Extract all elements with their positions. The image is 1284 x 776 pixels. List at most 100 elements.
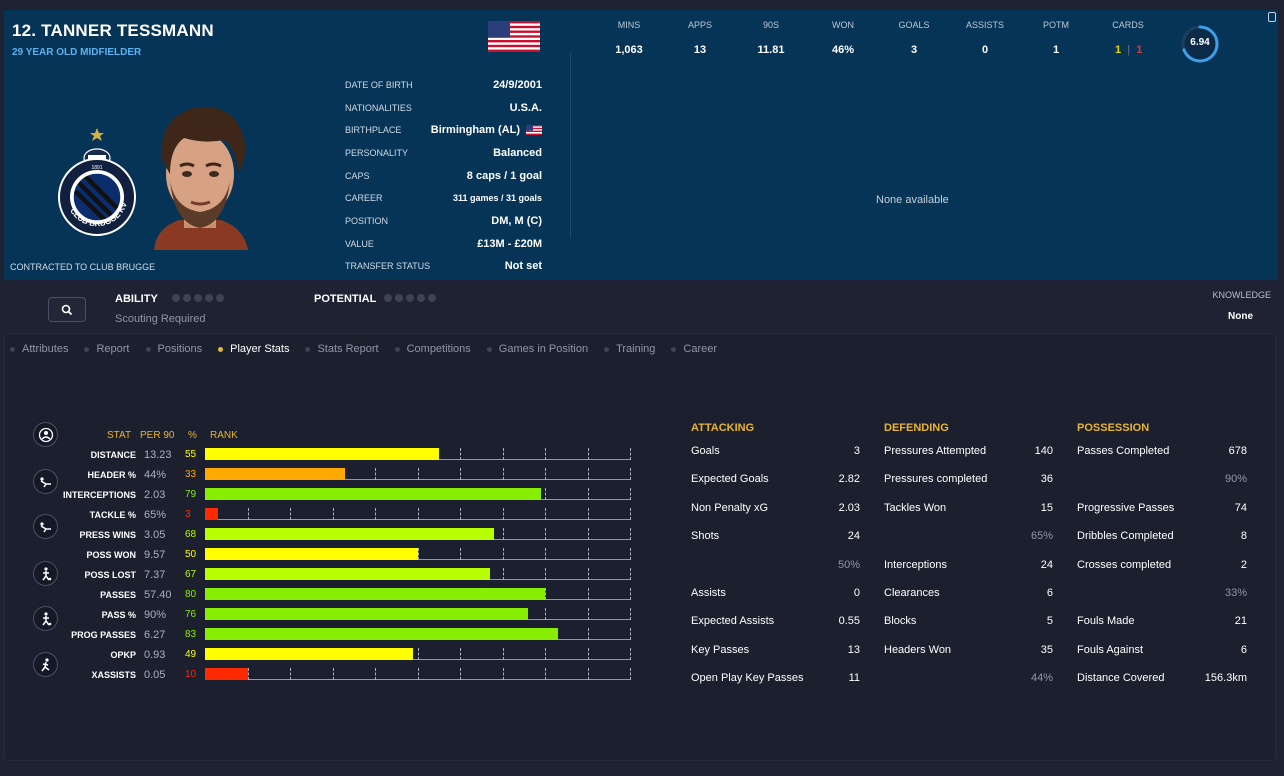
stat-row[interactable]: PASS % 90% 76: [60, 606, 635, 626]
info-label: NATIONALITIES: [345, 103, 412, 113]
passing-icon[interactable]: [33, 606, 58, 631]
rank-tick: [630, 528, 631, 540]
usa-flag-small-icon: [526, 125, 542, 135]
info-value: £13M - £20M: [477, 238, 542, 250]
defending-row: Blocks 5: [884, 613, 1053, 631]
defending-header-icon[interactable]: [33, 469, 58, 494]
info-label: DATE OF BIRTH: [345, 80, 413, 90]
stat-percentile: 79: [185, 489, 197, 500]
rank-tick: [630, 448, 631, 460]
player-name: 12. TANNER TESSMANN: [12, 21, 214, 40]
divider: [570, 53, 571, 238]
tab-stats-report[interactable]: Stats Report: [305, 343, 379, 355]
tab-label: Attributes: [22, 343, 69, 355]
rank-tick: [630, 568, 631, 580]
info-row-birthplace: BIRTHPLACE Birmingham (AL): [345, 119, 542, 141]
rank-bar: [205, 608, 528, 620]
tab-competitions[interactable]: Competitions: [394, 343, 471, 355]
category-stat-label: Crosses completed: [1077, 559, 1172, 571]
tackle-icon[interactable]: [33, 514, 58, 539]
tab-dot-icon: [394, 346, 400, 352]
category-stat-value: 0.55: [838, 615, 860, 627]
defending-row: Pressures Attempted 140: [884, 443, 1053, 461]
category-stat-label: Fouls Against: [1077, 644, 1144, 656]
stat-row[interactable]: DISTANCE 13.23 55: [60, 446, 635, 466]
tab-career[interactable]: Career: [671, 343, 717, 355]
possession-icon[interactable]: [33, 561, 58, 586]
clipboard-icon[interactable]: [1268, 12, 1276, 22]
tab-positions[interactable]: Positions: [145, 343, 202, 355]
stat-percentile: 55: [185, 449, 197, 460]
rank-tick: [630, 648, 631, 660]
info-label: BIRTHPLACE: [345, 125, 402, 135]
possession-row: Fouls Made 21: [1077, 613, 1247, 631]
rank-tick: [502, 648, 504, 660]
rank-tick: [630, 608, 631, 620]
category-stat-value: 8: [1240, 530, 1247, 542]
rank-bar: [205, 508, 218, 520]
rank-tick: [630, 588, 631, 600]
rank-bar: [205, 648, 414, 660]
stat-per90: 6.27: [144, 629, 166, 641]
stat-row[interactable]: INTERCEPTIONS 2.03 79: [60, 486, 635, 506]
stat-row[interactable]: TACKLE % 65% 3: [60, 506, 635, 526]
stat-percentile: 33: [185, 469, 197, 480]
player-subtitle: 29 YEAR OLD MIDFIELDER: [12, 47, 142, 58]
stat-row[interactable]: HEADER % 44% 33: [60, 466, 635, 486]
rank-tick: [460, 548, 461, 560]
stat-per90: 65%: [144, 509, 167, 521]
attacking-row: Expected Goals 2.82: [691, 471, 860, 489]
stat-row[interactable]: PRESS WINS 3.05 68: [60, 526, 635, 546]
info-row-position: POSITION DM, M (C): [345, 210, 542, 232]
rank-tick: [545, 488, 546, 500]
header-rank: RANK: [210, 430, 238, 441]
position-filter-icon[interactable]: [33, 422, 58, 447]
rank-tick: [502, 468, 504, 480]
stat-row[interactable]: XASSISTS 0.05 10: [60, 666, 635, 686]
info-label: CAREER: [345, 193, 383, 203]
header-stat: STAT: [107, 430, 132, 441]
possession-row: Fouls Against 6: [1077, 642, 1247, 660]
stat-row[interactable]: PROG PASSES 6.27 83: [60, 626, 635, 646]
tab-games-in-position[interactable]: Games in Position: [486, 343, 588, 355]
category-stat-label: Expected Goals: [691, 473, 769, 485]
tab-label: Career: [683, 343, 718, 355]
category-stat-label: Key Passes: [691, 644, 750, 656]
ability-label: ABILITY: [115, 293, 158, 305]
tab-player-stats[interactable]: Player Stats: [218, 343, 289, 355]
category-stat-value: 13: [847, 644, 860, 656]
rank-tick: [417, 648, 419, 660]
rank-tick: [587, 608, 589, 620]
category-stat-value: 90%: [1224, 473, 1247, 485]
defending-row: 65%: [884, 528, 1053, 546]
rank-tick: [332, 508, 334, 520]
stat-row[interactable]: OPKP 0.93 49: [60, 646, 635, 666]
stat-per90: 7.37: [144, 569, 166, 581]
tab-attributes[interactable]: Attributes: [10, 343, 68, 355]
tab-report[interactable]: Report: [84, 343, 130, 355]
red-card-count: 1: [1136, 44, 1143, 56]
rank-tick: [630, 508, 631, 520]
stat-percentile: 10: [185, 669, 197, 680]
running-icon[interactable]: [33, 652, 58, 677]
defending-row: Interceptions 24: [884, 557, 1053, 575]
tab-training[interactable]: Training: [604, 343, 655, 355]
scout-search-button[interactable]: [48, 297, 86, 322]
yellow-card-count: 1: [1115, 44, 1122, 56]
tab-bar: Attributes Report Positions Player Stats Sta…: [10, 343, 733, 355]
stat-row[interactable]: POSS WON 9.57 50: [60, 546, 635, 566]
stat-name: HEADER %: [87, 470, 136, 480]
rank-tick: [502, 568, 504, 580]
defending-row: Clearances 6: [884, 585, 1053, 603]
stat-row[interactable]: POSS LOST 7.37 67: [60, 566, 635, 586]
category-stat-label: Open Play Key Passes: [691, 672, 804, 684]
rank-tick: [502, 668, 504, 680]
rating-value: 6.94: [1190, 37, 1210, 48]
contract-status: CONTRACTED TO CLUB BRUGGE: [10, 262, 156, 272]
category-stat-label: Shots: [691, 530, 720, 542]
rank-tick: [630, 468, 631, 480]
stat-row[interactable]: PASSES 57.40 80: [60, 586, 635, 606]
tab-label: Competitions: [406, 343, 471, 355]
stat-name: XASSISTS: [91, 670, 136, 680]
club-badge-year: 1891: [91, 165, 102, 171]
